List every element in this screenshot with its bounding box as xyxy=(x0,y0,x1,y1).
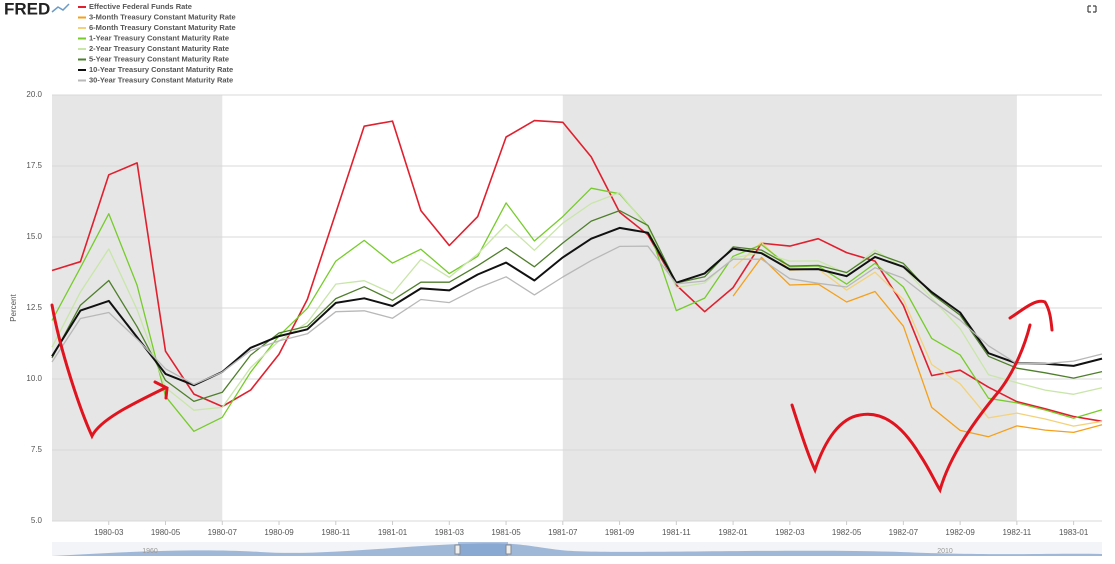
x-tick-label: 1982-01 xyxy=(718,528,748,537)
legend-label: Effective Federal Funds Rate xyxy=(89,2,192,11)
series-line xyxy=(51,119,1103,423)
y-tick-label: 15.0 xyxy=(26,232,42,241)
annotation-stroke xyxy=(50,303,167,440)
x-tick-label: 1983-01 xyxy=(1059,528,1089,537)
navigator-handle[interactable] xyxy=(454,544,461,555)
annotation-arrowhead xyxy=(153,380,169,400)
series-line xyxy=(51,245,1103,386)
y-tick-label: 7.5 xyxy=(31,445,43,454)
legend-label: 2-Year Treasury Constant Maturity Rate xyxy=(89,44,229,53)
x-tick-label: 1981-09 xyxy=(605,528,635,537)
y-axis-label: Percent xyxy=(9,293,18,321)
navigator-selection[interactable] xyxy=(458,542,508,556)
y-tick-label: 5.0 xyxy=(31,516,43,525)
x-tick-label: 1981-03 xyxy=(435,528,465,537)
navigator-label: 2010 xyxy=(937,548,953,555)
x-tick-label: 1982-05 xyxy=(832,528,862,537)
series-line xyxy=(51,192,1103,411)
y-tick-label: 10.0 xyxy=(26,374,42,383)
x-tick-label: 1981-05 xyxy=(491,528,521,537)
logo-icon xyxy=(51,3,70,13)
x-tick-label: 1981-11 xyxy=(662,528,691,537)
x-tick-label: 1982-07 xyxy=(889,528,919,537)
x-tick-label: 1980-03 xyxy=(94,528,124,537)
legend-label: 5-Year Treasury Constant Maturity Rate xyxy=(89,54,229,63)
legend-label: 1-Year Treasury Constant Maturity Rate xyxy=(89,33,229,42)
x-tick-label: 1981-01 xyxy=(378,528,408,537)
x-tick-label: 1980-07 xyxy=(208,528,238,537)
x-tick-label: 1980-09 xyxy=(264,528,294,537)
x-tick-label: 1980-11 xyxy=(321,528,350,537)
handwritten-annotations xyxy=(50,299,1054,494)
series-line xyxy=(732,256,1103,438)
navigator-label: 1960 xyxy=(142,548,158,555)
plot-area xyxy=(52,94,1102,522)
annotation-stroke xyxy=(790,323,1032,494)
y-tick-label: 20.0 xyxy=(26,90,42,99)
legend-label: 30-Year Treasury Constant Maturity Rate xyxy=(89,75,233,84)
fullscreen-icon[interactable] xyxy=(1087,5,1097,13)
logo: FRED xyxy=(4,0,50,18)
legend-label: 3-Month Treasury Constant Maturity Rate xyxy=(89,12,236,21)
x-tick-label: 1982-11 xyxy=(1002,528,1031,537)
legend-label: 10-Year Treasury Constant Maturity Rate xyxy=(89,65,233,74)
x-tick-label: 1981-07 xyxy=(548,528,578,537)
x-tick-label: 1982-09 xyxy=(945,528,975,537)
navigator-area xyxy=(52,543,1102,556)
x-tick-label: 1980-05 xyxy=(151,528,181,537)
annotation-stroke xyxy=(1008,299,1054,332)
y-tick-label: 12.5 xyxy=(26,303,42,312)
series-line xyxy=(51,187,1103,432)
y-tick-label: 17.5 xyxy=(26,161,42,170)
navigator-handle[interactable] xyxy=(505,544,512,555)
legend-label: 6-Month Treasury Constant Maturity Rate xyxy=(89,23,236,32)
x-tick-label: 1982-03 xyxy=(775,528,805,537)
